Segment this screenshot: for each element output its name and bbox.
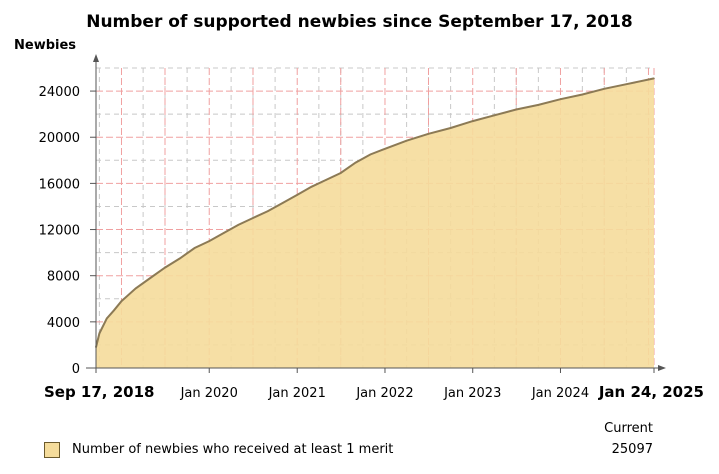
data-point: [427, 133, 430, 135]
x-tick-label: Jan 2024: [531, 386, 589, 401]
y-axis-arrow: [93, 54, 99, 62]
y-tick-label: 16000: [39, 177, 80, 192]
data-point: [222, 232, 225, 234]
x-tick-label: Jan 2021: [268, 386, 326, 401]
data-point: [603, 88, 605, 90]
data-point: [493, 114, 496, 117]
data-point: [537, 104, 540, 106]
x-tick-label: Jan 2022: [355, 386, 413, 401]
data-point: [325, 179, 327, 181]
current-header: Current: [604, 421, 653, 436]
data-point: [267, 210, 269, 212]
data-point: [515, 108, 517, 111]
data-point: [237, 224, 240, 226]
data-point: [113, 309, 115, 312]
x-tick-label: Jan 2020: [180, 386, 238, 401]
legend-label: Number of newbies who received at least …: [72, 442, 394, 457]
y-tick-label: 24000: [39, 85, 80, 100]
y-axis-title: Newbies: [14, 38, 77, 53]
data-point: [164, 266, 166, 269]
data-point: [384, 148, 386, 150]
data-point: [369, 153, 372, 156]
data-point: [449, 127, 452, 129]
y-tick-label: 8000: [47, 270, 80, 285]
area-fill: [96, 78, 654, 369]
data-point: [120, 300, 123, 302]
x-tick-label: Sep 17, 2018: [44, 383, 154, 401]
data-point: [310, 186, 313, 188]
chart-title: Number of supported newbies since Septem…: [86, 12, 633, 32]
data-point: [405, 139, 408, 142]
data-point: [208, 240, 210, 242]
data-point: [179, 257, 181, 260]
y-tick-label: 0: [72, 362, 80, 377]
x-axis-arrow: [658, 365, 666, 371]
data-point: [296, 194, 299, 196]
data-point: [252, 217, 254, 219]
data-point: [106, 317, 108, 320]
x-tick-label: Jan 24, 2025: [598, 383, 704, 401]
data-point: [581, 93, 584, 96]
data-point: [149, 277, 152, 279]
data-point: [354, 161, 357, 164]
legend-swatch: [44, 442, 60, 458]
data-point: [625, 83, 628, 85]
x-tick-label: Jan 2023: [443, 386, 501, 401]
data-point: [193, 247, 196, 249]
y-tick-label: 20000: [39, 131, 80, 146]
data-point: [653, 77, 655, 80]
data-point: [559, 98, 562, 100]
data-point: [98, 332, 101, 335]
data-point: [471, 120, 474, 122]
data-point: [134, 287, 137, 290]
data-point: [281, 202, 284, 204]
y-tick-label: 12000: [39, 224, 80, 239]
current-value: 25097: [611, 442, 653, 457]
y-tick-label: 4000: [47, 316, 80, 331]
data-point: [339, 172, 342, 174]
